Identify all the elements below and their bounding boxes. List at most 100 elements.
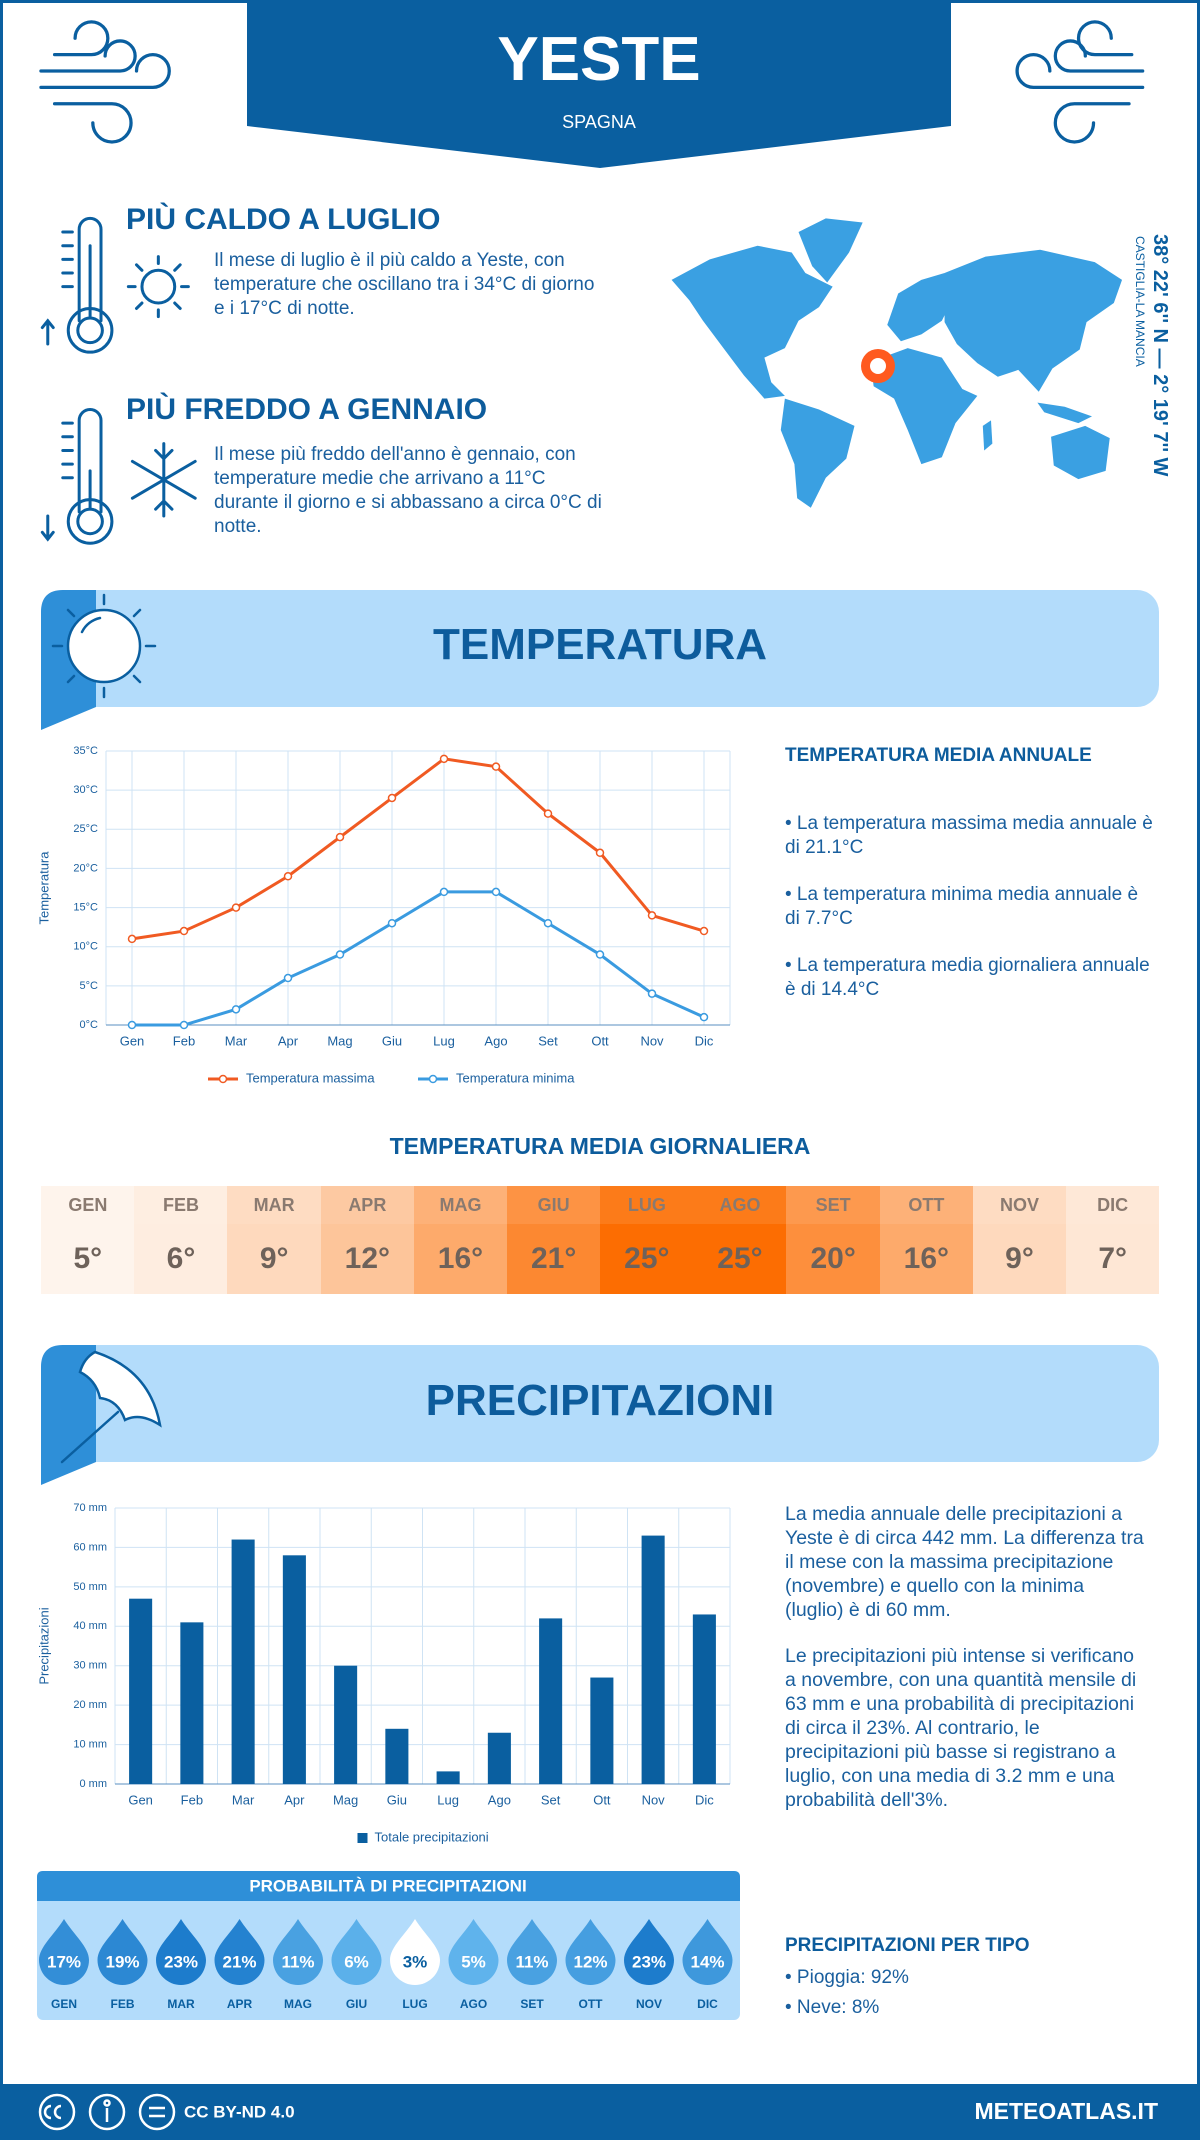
daily-value: 6° (134, 1224, 228, 1294)
point (543, 918, 553, 928)
thermometer-cold-icon (40, 408, 197, 545)
daily-value: 20° (786, 1224, 880, 1294)
daily-value: 21° (506, 1224, 601, 1294)
y-tick-label: 10°C (73, 941, 98, 953)
drop-label: 11% (515, 1952, 548, 1971)
bar (231, 1539, 255, 1784)
x-tick-label: Apr (278, 1033, 299, 1048)
bar (487, 1732, 511, 1784)
daily-month: NOV (972, 1186, 1067, 1224)
x-tick-label: Set (541, 1792, 561, 1807)
y-tick-label: 30 mm (73, 1660, 107, 1672)
daily-value: 9° (972, 1224, 1067, 1294)
x-tick-label: Nov (642, 1792, 666, 1807)
daily-value: 9° (227, 1224, 321, 1294)
daily-month: LUG (600, 1186, 694, 1224)
point (595, 848, 605, 858)
y-tick-label: 60 mm (73, 1541, 107, 1553)
bar (692, 1614, 716, 1784)
daily-value: 5° (41, 1224, 135, 1294)
point (231, 1005, 241, 1014)
daily-month: MAR (227, 1186, 321, 1224)
y-tick-label: 20 mm (73, 1699, 107, 1711)
x-tick-label: Mag (327, 1033, 352, 1048)
x-tick-label: Feb (173, 1033, 195, 1048)
point (699, 926, 709, 936)
annual-item: • La temperatura media giornaliera annua… (785, 955, 1150, 1000)
x-tick-label: Gen (128, 1792, 153, 1807)
point (127, 1020, 137, 1030)
probability-box (37, 1871, 740, 2020)
y-tick-label: 70 mm (73, 1502, 107, 1514)
section-banner (41, 1345, 1159, 1462)
drop (448, 1919, 499, 1986)
annual-item: • La temperatura minima media annuale è … (785, 884, 1139, 929)
point (595, 950, 605, 959)
x-tick-label: Mar (225, 1033, 248, 1048)
x-tick-label: Mar (232, 1792, 255, 1807)
drop-label: 5% (461, 1952, 486, 1971)
x-tick-label: Giu (387, 1792, 407, 1807)
header-banner (247, 0, 951, 168)
drop (331, 1919, 382, 1985)
bar (436, 1771, 460, 1784)
point (647, 989, 657, 998)
sun-icon (51, 593, 157, 699)
point (335, 950, 345, 959)
banner-corner (41, 1345, 96, 1485)
daily-month: GEN (41, 1186, 135, 1224)
drop-label: 17% (47, 1952, 81, 1971)
drop (565, 1919, 616, 1985)
type-item: • Neve: 8% (785, 1997, 880, 2018)
bar (334, 1665, 358, 1784)
section-banner (41, 590, 1159, 707)
fact-text: Il mese più freddo dell'anno è gennaio, … (214, 444, 602, 537)
precip-paragraph: La media annuale delle precipitazioni a … (785, 1503, 1144, 1621)
x-tick-label: Ago (488, 1792, 511, 1807)
bar (385, 1728, 409, 1784)
x-tick-label: Ago (484, 1033, 507, 1048)
x-tick-label: Mag (333, 1792, 358, 1807)
y-axis-label: Precipitazioni (36, 1607, 51, 1684)
drop (156, 1919, 206, 1985)
point (491, 887, 501, 897)
daily-month: OTT (879, 1186, 974, 1224)
point (387, 793, 397, 803)
bar (641, 1535, 665, 1784)
world-map (671, 218, 1123, 508)
legend-label: Totale precipitazioni (375, 1829, 489, 1844)
x-tick-label: Dic (695, 1033, 714, 1048)
x-tick-label: Feb (181, 1792, 203, 1807)
daily-month: DIC (1065, 1186, 1160, 1224)
x-tick-label: Set (538, 1033, 558, 1048)
footer-license: CC BY-ND 4.0 (184, 2102, 295, 2121)
x-tick-label: Gen (120, 1033, 145, 1048)
x-tick-label: Nov (640, 1033, 664, 1048)
section-title: TEMPERATURA (432, 620, 768, 669)
bar (282, 1555, 306, 1784)
daily-value: 12° (320, 1224, 415, 1294)
precip-paragraph: Le precipitazioni più intense si verific… (785, 1645, 1137, 1811)
probability-header (37, 1871, 740, 1901)
point (439, 887, 449, 897)
drop (214, 1919, 265, 1985)
point (179, 926, 189, 936)
drop-month: DIC (697, 1997, 718, 2011)
drop (624, 1919, 674, 1985)
line (131, 757, 705, 941)
drop-month: LUG (402, 1997, 427, 2011)
y-tick-label: 10 mm (73, 1738, 107, 1750)
daily-month: GIU (506, 1186, 601, 1224)
drop-label: 21% (222, 1952, 256, 1971)
legend-marker (218, 1074, 228, 1084)
drop-month: NOV (636, 1997, 662, 2011)
daily-month: FEB (134, 1186, 228, 1224)
y-tick-label: 0 mm (80, 1778, 108, 1790)
x-tick-label: Lug (437, 1792, 459, 1807)
wind-icon (39, 20, 171, 144)
point (179, 1020, 189, 1030)
point (283, 872, 293, 881)
legend-swatch (357, 1833, 368, 1843)
legend-marker (428, 1074, 438, 1084)
